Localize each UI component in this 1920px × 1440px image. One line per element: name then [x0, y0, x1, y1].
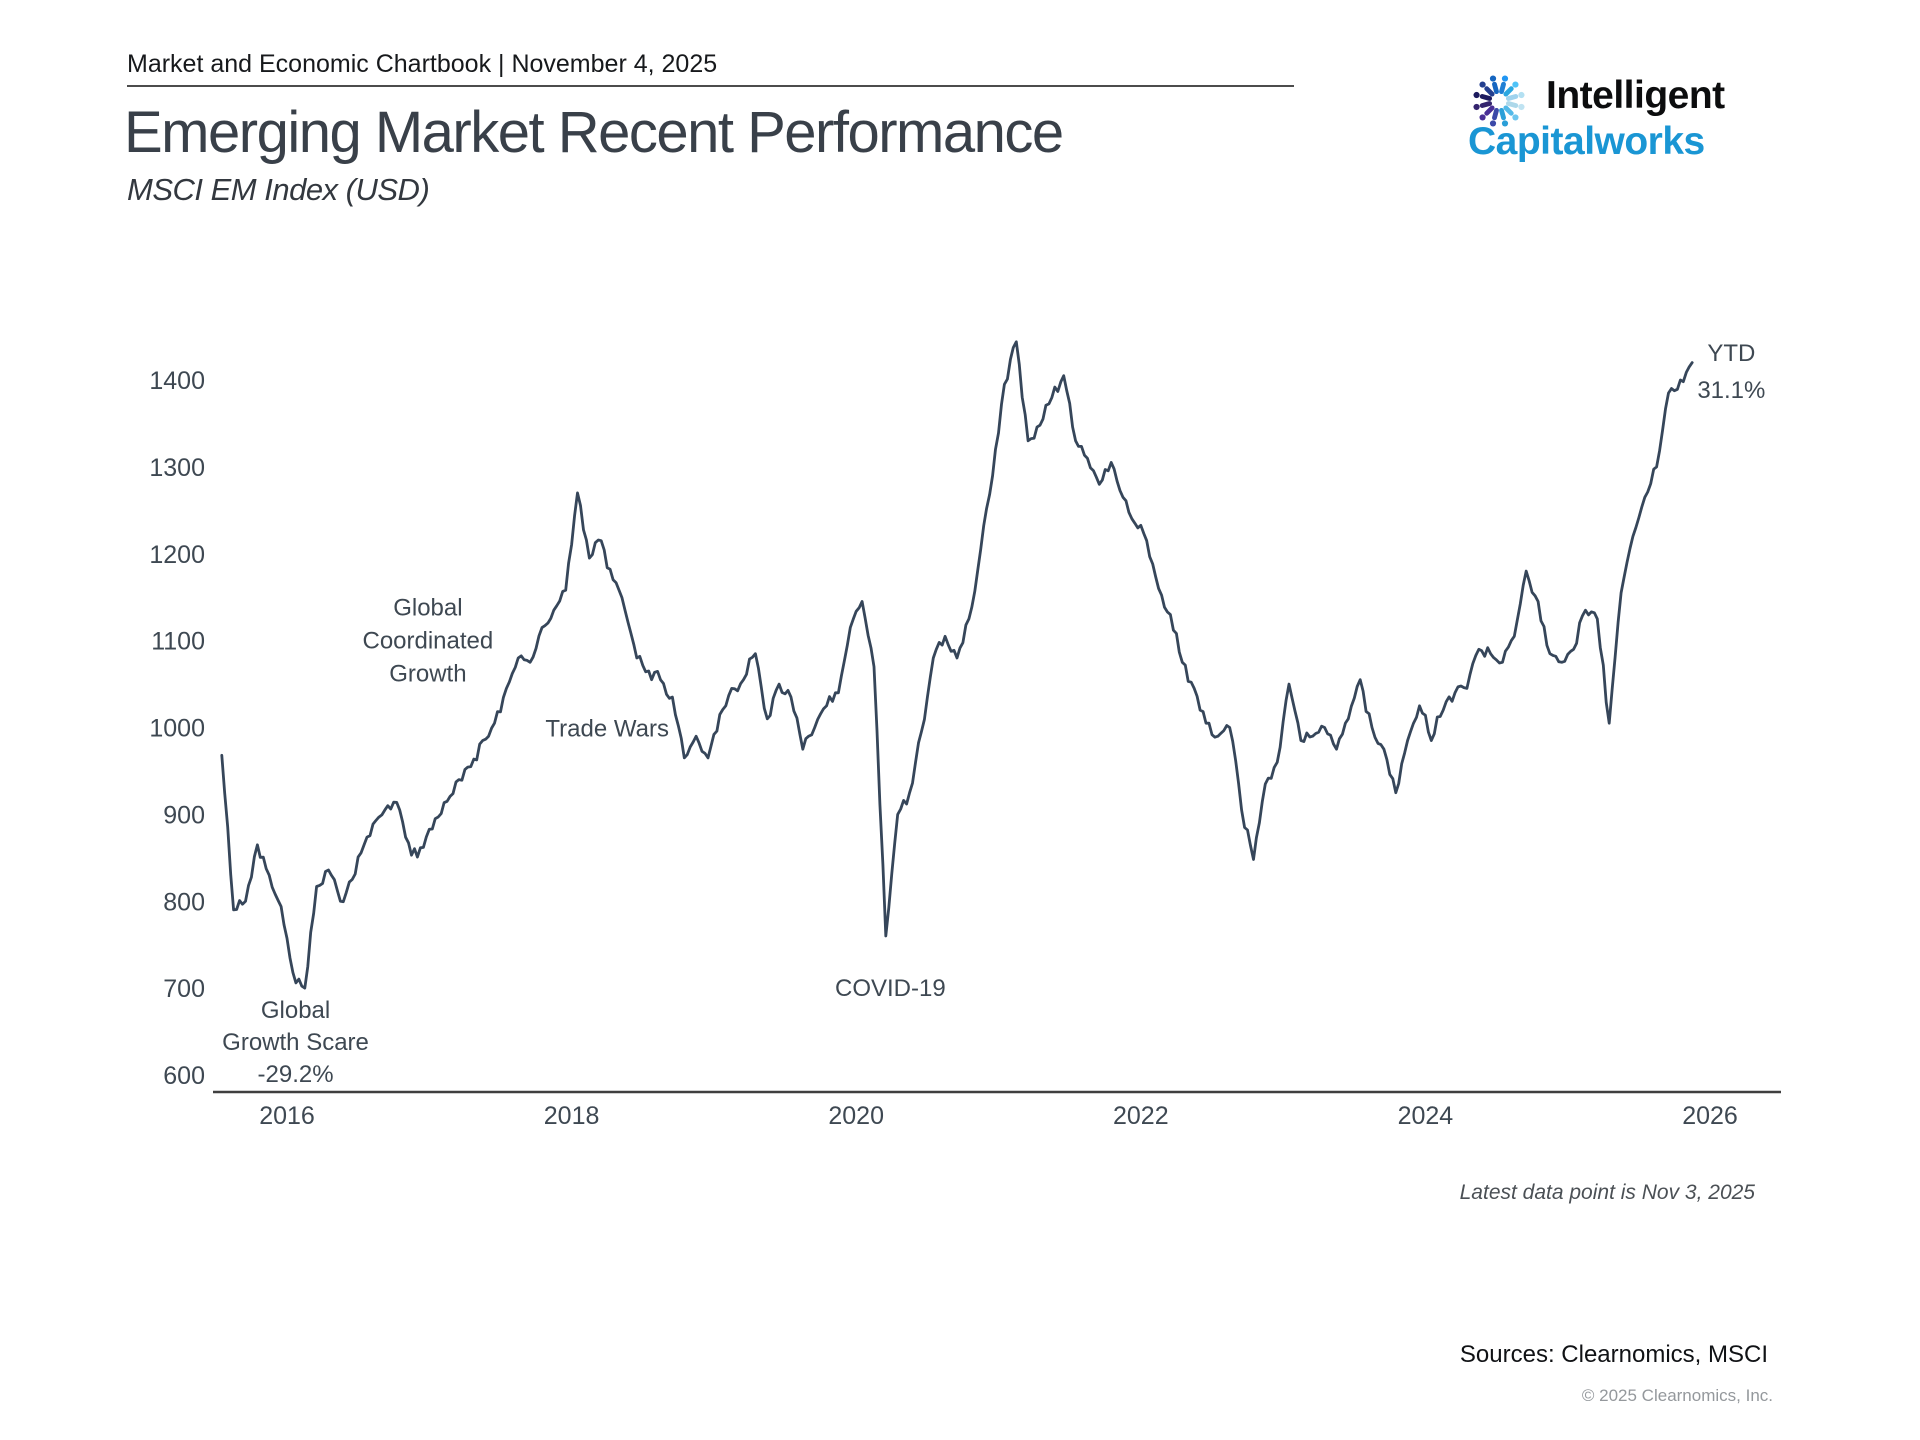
x-axis-label-2018: 2018 [544, 1102, 600, 1130]
y-axis-label-800: 800 [163, 888, 205, 916]
y-axis-label-700: 700 [163, 975, 205, 1003]
sources-note: Sources: Clearnomics, MSCI [1459, 1341, 1768, 1368]
copyright-note: © 2025 Clearnomics, Inc. [1581, 1386, 1773, 1405]
annotation-global-growth-scare-line-2: Growth Scare [222, 1029, 369, 1056]
y-axis-label-1200: 1200 [149, 541, 205, 569]
annotation-covid-19-line-1: COVID-19 [835, 975, 946, 1002]
annotation-trade-wars-line-1: Trade Wars [545, 715, 669, 742]
annotation-global-coordinated-growth-line-1: Global [393, 595, 462, 622]
latest-data-note: Latest data point is Nov 3, 2025 [1459, 1181, 1755, 1204]
y-axis-label-1300: 1300 [149, 454, 205, 482]
annotation-ytd-line-2: 31.1% [1697, 377, 1765, 404]
annotation-global-growth-scare-line-3: -29.2% [258, 1061, 334, 1088]
x-axis-label-2016: 2016 [259, 1102, 315, 1130]
chartbook-header: Market and Economic Chartbook | November… [127, 50, 718, 78]
msci-em-index-line [220, 340, 1694, 990]
logo-word-intelligent: Intelligent [1546, 74, 1725, 117]
header-rule [127, 85, 1294, 87]
annotation-ytd-line-1: YTD [1707, 340, 1755, 367]
annotation-global-coordinated-growth-line-2: Coordinated [362, 628, 493, 655]
y-axis-label-1400: 1400 [149, 367, 205, 395]
x-axis-label-2024: 2024 [1398, 1102, 1454, 1130]
y-axis-label-1000: 1000 [149, 715, 205, 743]
logo: Intelligent Capitalworks [1468, 66, 1768, 176]
x-axis-label-2020: 2020 [828, 1102, 884, 1130]
x-axis-label-2026: 2026 [1682, 1102, 1738, 1130]
page-subtitle: MSCI EM Index (USD) [127, 172, 430, 207]
annotation-global-growth-scare-line-1: Global [261, 997, 330, 1024]
logo-burst-icon [1473, 75, 1525, 127]
y-axis-label-1100: 1100 [151, 628, 205, 656]
logo-word-capitalworks: Capitalworks [1468, 120, 1705, 163]
y-axis-label-600: 600 [163, 1062, 205, 1090]
page-title: Emerging Market Recent Performance [124, 100, 1064, 165]
x-axis-label-2022: 2022 [1113, 1102, 1169, 1130]
y-axis-label-900: 900 [163, 801, 205, 829]
annotation-global-coordinated-growth-line-3: Growth [389, 661, 466, 688]
